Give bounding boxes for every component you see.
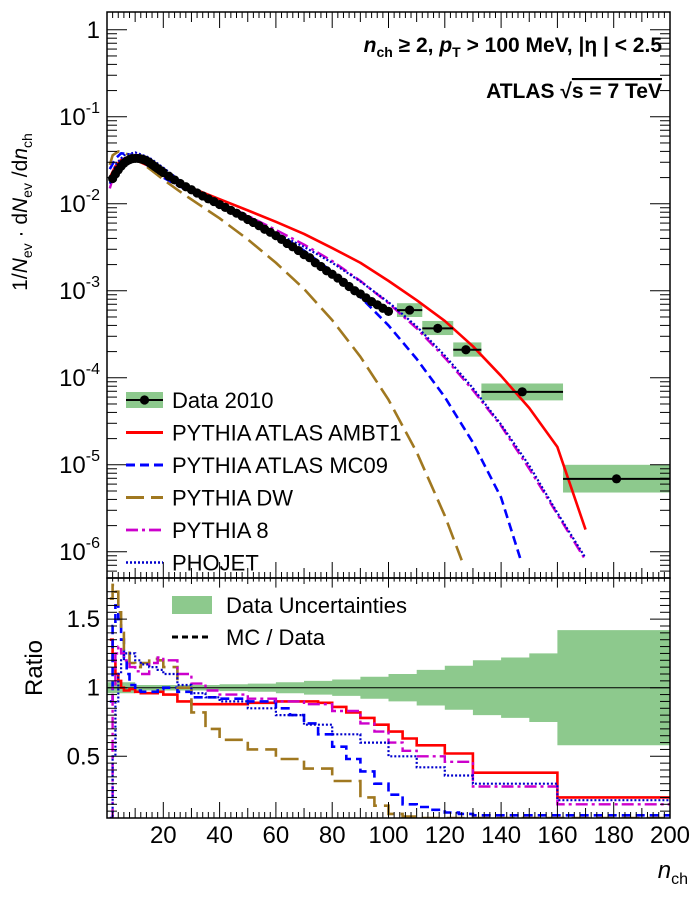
x-tick-label: 160 — [537, 822, 577, 849]
energy-text: s = 7 TeV — [572, 80, 662, 103]
xlabel-n: n — [658, 857, 671, 884]
nch-symbol: n — [364, 34, 377, 57]
data-point — [611, 474, 622, 484]
ratio-y-axis-label: Ratio — [21, 640, 48, 696]
ylabel-a: 1/ — [9, 273, 32, 291]
ratio-y-tick-label: 1 — [87, 675, 100, 702]
pt-symbol: p — [438, 34, 452, 57]
x-tick-label: 120 — [425, 822, 465, 849]
x-tick-label: 180 — [594, 822, 634, 849]
x-tick-label: 60 — [263, 822, 290, 849]
selection-annotation: nch ≥ 2, pT > 100 MeV, |η | < 2.5 — [364, 34, 663, 60]
xlabel-sub: ch — [671, 871, 688, 888]
selection-text-2: > 100 MeV, |η | < 2.5 — [461, 34, 663, 57]
data-point — [405, 305, 415, 315]
y-tick-label: 10-5 — [59, 448, 100, 479]
data-point — [383, 306, 394, 316]
ratio-phojet — [109, 652, 670, 818]
data-point — [517, 387, 527, 397]
y-tick-label: 10-4 — [59, 361, 100, 392]
ylabel-i: ch — [19, 133, 35, 148]
main-y-axis-label: 1/Nev · dNev /dnch — [9, 133, 35, 291]
legend-label-pythia-atlas-mc09: PYTHIA ATLAS MC09 — [172, 453, 388, 478]
ratio-y-tick-label: 1.5 — [67, 606, 100, 633]
nch-subscript: ch — [376, 44, 392, 60]
legend-label-pythia-atlas-ambt1: PYTHIA ATLAS AMBT1 — [172, 421, 401, 446]
sqrt-symbol: √ — [560, 80, 572, 103]
experiment-text: ATLAS — [486, 80, 560, 103]
x-tick-label: 20 — [150, 822, 177, 849]
x-tick-label: 80 — [319, 822, 346, 849]
main-legend: Data 2010 PYTHIA ATLAS AMBT1 PYTHIA ATLAS … — [126, 388, 401, 576]
x-axis-label: nch — [658, 857, 688, 888]
legend-label-pythia-dw: PYTHIA DW — [172, 486, 293, 511]
experiment-annotation: ATLAS √s = 7 TeV — [486, 80, 662, 103]
y-tick-label: 10-1 — [59, 100, 100, 131]
ratio-plot-area — [107, 583, 670, 818]
y-tick-label: 10-2 — [59, 187, 100, 218]
ratio-legend: Data Uncertainties MC / Data — [172, 593, 407, 650]
ylabel-b: N — [9, 257, 32, 273]
legend-label-data-2010: Data 2010 — [172, 388, 274, 413]
x-tick-label: 200 — [650, 822, 690, 849]
ylabel-f: ev — [19, 183, 35, 198]
curve-pythia-dw — [108, 150, 463, 561]
ratio-pythia-atlas-mc09 — [109, 604, 670, 817]
data-point — [433, 323, 443, 333]
axes: 20 40 60 80 100 120 140 160 180 20010-610-510-410… — [59, 11, 690, 849]
ylabel-c: ev — [19, 243, 35, 258]
legend-data-marker — [139, 395, 150, 405]
legend-label-pythia-8: PYTHIA 8 — [172, 518, 269, 543]
ratio-pythia-8 — [109, 645, 670, 818]
ylabel-g: /d — [9, 160, 32, 183]
legend-label-data-uncertainties: Data Uncertainties — [226, 593, 407, 618]
legend-label-phojet: PHOJET — [172, 551, 259, 576]
y-tick-label: 1 — [87, 17, 100, 44]
x-tick-label: 40 — [206, 822, 233, 849]
ylabel-h: n — [9, 148, 32, 160]
selection-text-1: ≥ 2, — [393, 34, 440, 57]
ratio-y-tick-label: 0.5 — [67, 743, 100, 770]
data-point — [461, 345, 471, 355]
ylabel-e: N — [9, 197, 32, 213]
pt-subscript: T — [452, 44, 461, 60]
x-tick-label: 100 — [368, 822, 408, 849]
ylabel-d: · d — [9, 213, 32, 243]
x-tick-label: 140 — [481, 822, 521, 849]
main-plot-area — [108, 150, 670, 561]
y-tick-label: 10-3 — [59, 274, 100, 305]
y-tick-label: 10-6 — [59, 535, 100, 566]
legend-label-mc-data: MC / Data — [226, 625, 326, 650]
legend-band-swatch — [172, 596, 212, 614]
